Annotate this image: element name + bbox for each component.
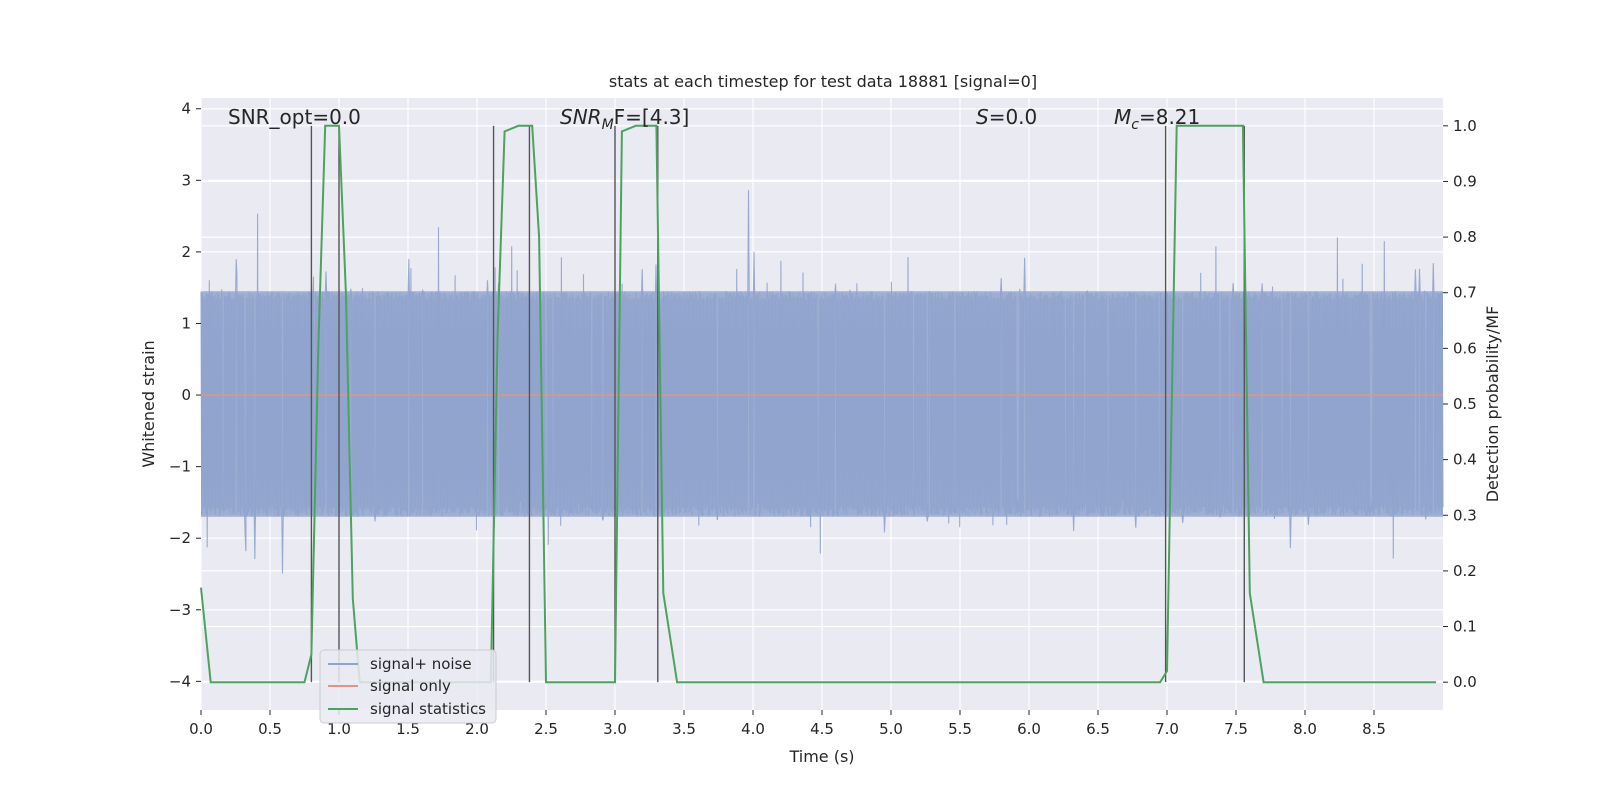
s-rest: =0.0: [989, 105, 1038, 129]
x-tick-label-6: 3.0: [603, 720, 627, 738]
y-tick-label-3: 1: [181, 314, 191, 332]
y-tick-label-4: 0: [181, 386, 191, 404]
x-tick-label-11: 5.5: [948, 720, 972, 738]
snr-mf-sub: M: [602, 117, 614, 133]
y2-tick-label-9: 0.1: [1453, 618, 1477, 636]
y-axis-label: Whitened strain: [139, 340, 158, 467]
x-tick-label-7: 3.5: [672, 720, 696, 738]
x-tick-label-0: 0.0: [189, 720, 213, 738]
x-tick-label-16: 8.0: [1293, 720, 1317, 738]
legend-label-signal-only: signal only: [370, 677, 451, 695]
series-signal-statistics: [200, 124, 1437, 684]
x-tick-label-12: 6.0: [1017, 720, 1041, 738]
y2-tick-label-4: 0.6: [1453, 339, 1477, 357]
mc-main: M: [1114, 105, 1131, 129]
x-tick-label-4: 2.0: [465, 720, 489, 738]
y2-tick-label-5: 0.5: [1453, 395, 1477, 413]
y2-tick-label-2: 0.8: [1453, 228, 1477, 246]
x-tick-label-10: 5.0: [879, 720, 903, 738]
annotation-snr-mf: SNRMF=[4.3]: [560, 105, 689, 133]
legend-label-noise: signal+ noise: [370, 655, 472, 673]
snr-mf-main: SNR: [560, 105, 602, 129]
vertical-markers: [310, 125, 1245, 683]
y2-tick-label-7: 0.3: [1453, 506, 1477, 524]
x-axis-label: Time (s): [788, 747, 854, 766]
series-signal-noise: [200, 190, 1444, 574]
x-tick-label-5: 2.5: [534, 720, 558, 738]
y-tick-label-8: −4: [169, 672, 191, 690]
y-tick-label-5: −1: [169, 458, 191, 476]
mc-sub: c: [1131, 117, 1139, 133]
annotation-snr-opt: SNR_opt=0.0: [228, 105, 361, 129]
legend-label-statistics: signal statistics: [370, 700, 486, 718]
noise-line: [200, 190, 1444, 574]
snr-mf-rest: F=[4.3]: [614, 105, 690, 129]
x-tick-label-3: 1.5: [396, 720, 420, 738]
s-main: S: [976, 105, 989, 129]
y2-axis-label: Detection probability/MF: [1483, 306, 1502, 503]
x-tick-label-13: 6.5: [1086, 720, 1110, 738]
x-tick-label-14: 7.0: [1155, 720, 1179, 738]
y2-tick-label-8: 0.2: [1453, 562, 1477, 580]
mc-rest: =8.21: [1139, 105, 1200, 129]
y-tick-label-7: −3: [169, 601, 191, 619]
x-tick-label-17: 8.5: [1362, 720, 1386, 738]
x-tick-label-2: 1.0: [327, 720, 351, 738]
chart-title: stats at each timestep for test data 188…: [609, 72, 1037, 91]
legend-box: [319, 649, 497, 724]
y2-tick-label-10: 0.0: [1453, 673, 1477, 691]
statistics-line: [200, 124, 1437, 684]
y2-tick-label-1: 0.9: [1453, 172, 1477, 190]
y-tick-label-1: 3: [181, 171, 191, 189]
y-axis-ticks: 4 3 2 1 0 −1 −2 −3 −4: [169, 100, 201, 690]
y2-tick-label-6: 0.4: [1453, 451, 1477, 469]
y2-tick-label-3: 0.7: [1453, 284, 1477, 302]
x-axis-ticks: 0.0 0.5 1.0 1.5 2.0 2.5 3.0 3.5 4.0 4.5 5.0 5.5 6.0 6…: [189, 710, 1386, 738]
y-tick-label-0: 4: [181, 100, 191, 118]
x-tick-label-15: 7.5: [1224, 720, 1248, 738]
y-tick-label-6: −2: [169, 529, 191, 547]
y2-axis-ticks: 1.0 0.9 0.8 0.7 0.6 0.5 0.4 0.3 0.2 0.1 0.0: [1443, 117, 1477, 691]
y-tick-label-2: 2: [181, 243, 191, 261]
x-tick-label-8: 4.0: [741, 720, 765, 738]
annotation-s: S=0.0: [976, 105, 1037, 129]
legend: signal+ noise signal only signal statist…: [319, 649, 497, 724]
annotation-mc: Mc=8.21: [1114, 105, 1200, 133]
x-tick-label-9: 4.5: [810, 720, 834, 738]
x-tick-label-1: 0.5: [258, 720, 282, 738]
y2-tick-label-0: 1.0: [1453, 117, 1477, 135]
